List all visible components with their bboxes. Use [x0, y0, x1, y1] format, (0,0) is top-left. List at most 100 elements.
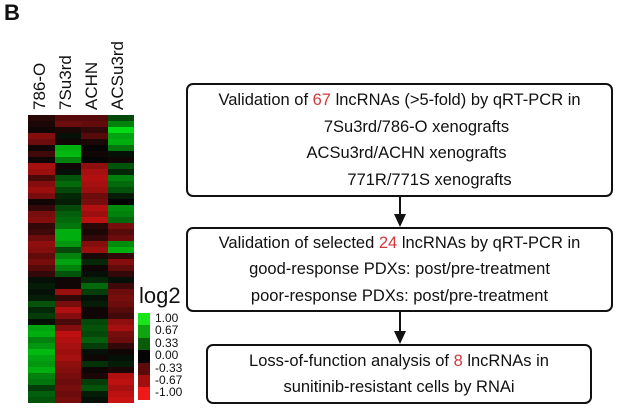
heatmap-cell — [81, 301, 108, 307]
heatmap-cell — [54, 241, 81, 247]
heatmap-cell — [28, 211, 55, 217]
heatmap-cell — [81, 361, 108, 367]
heatmap-cell — [107, 115, 134, 121]
heatmap-cell — [28, 193, 55, 199]
heatmap-cell — [81, 259, 108, 265]
heatmap-cell — [107, 175, 134, 181]
heatmap-row — [28, 163, 134, 169]
flow-line: Loss-of-function analysis of 8 lncRNAs i… — [249, 348, 549, 375]
heatmap-cell — [81, 253, 108, 259]
heatmap-cell — [107, 355, 134, 361]
heatmap-cell — [81, 193, 108, 199]
heatmap-cell — [107, 211, 134, 217]
heatmap-cell — [28, 151, 55, 157]
heatmap-row — [28, 313, 134, 319]
flow-line: 771R/771S xenografts — [347, 170, 512, 189]
heatmap-cell — [54, 343, 81, 349]
heatmap-cell — [54, 247, 81, 253]
text: Validation of — [218, 91, 313, 109]
heatmap-cell — [28, 259, 55, 265]
heatmap-cell — [54, 223, 81, 229]
heatmap-cell — [54, 211, 81, 217]
heatmap-cell — [81, 151, 108, 157]
heatmap-row — [28, 385, 134, 391]
heatmap-row — [28, 367, 134, 373]
heatmap-cell — [81, 391, 108, 397]
legend-swatch — [138, 350, 150, 363]
text: Loss-of-function analysis of — [249, 351, 454, 370]
heatmap-cell — [107, 235, 134, 241]
heatmap-cell — [28, 145, 55, 151]
heatmap-row — [28, 187, 134, 193]
heatmap-cell — [28, 217, 55, 223]
heatmap-cell — [107, 223, 134, 229]
heatmap-cell — [107, 289, 134, 295]
heatmap-row — [28, 247, 134, 253]
heatmap-cell — [28, 373, 55, 379]
heatmap-cell — [81, 157, 108, 163]
heatmap-cell — [107, 349, 134, 355]
heatmap-cell — [54, 121, 81, 127]
heatmap-cell — [81, 229, 108, 235]
highlight-number: 67 — [312, 91, 331, 109]
heatmap-cell — [107, 361, 134, 367]
heatmap-cell — [28, 187, 55, 193]
heatmap-cell — [107, 385, 134, 391]
heatmap-cell — [28, 283, 55, 289]
heatmap-cell — [28, 331, 55, 337]
heatmap-cell — [28, 271, 55, 277]
column-label-achn: ACHN — [82, 61, 101, 110]
heatmap-cell — [28, 127, 55, 133]
heatmap-cell — [107, 265, 134, 271]
text: Validation of selected — [218, 233, 379, 252]
heatmap-cell — [107, 379, 134, 385]
heatmap-row — [28, 361, 134, 367]
heatmap — [28, 115, 134, 403]
heatmap-row — [28, 181, 134, 187]
heatmap-cell — [28, 205, 55, 211]
heatmap-cell — [107, 181, 134, 187]
flow-box-step-1: Validation of 67 lncRNAs (>5-fold) by qR… — [186, 83, 613, 197]
heatmap-cell — [54, 193, 81, 199]
heatmap-cell — [54, 115, 81, 121]
heatmap-cell — [28, 391, 55, 397]
heatmap-cell — [81, 235, 108, 241]
heatmap-cell — [107, 373, 134, 379]
heatmap-cell — [54, 157, 81, 163]
heatmap-cell — [81, 319, 108, 325]
heatmap-cell — [107, 205, 134, 211]
heatmap-cell — [54, 235, 81, 241]
heatmap-cell — [54, 337, 81, 343]
heatmap-row — [28, 217, 134, 223]
heatmap-row — [28, 259, 134, 265]
flow-box-step-3: Loss-of-function analysis of 8 lncRNAs i… — [206, 344, 592, 404]
heatmap-cell — [107, 217, 134, 223]
heatmap-cell — [81, 199, 108, 205]
heatmap-cell — [28, 301, 55, 307]
heatmap-cell — [28, 367, 55, 373]
heatmap-cell — [28, 337, 55, 343]
heatmap-cell — [54, 139, 81, 145]
heatmap-cell — [28, 253, 55, 259]
heatmap-cell — [54, 259, 81, 265]
text: lncRNAs by qRT-PCR in — [397, 233, 581, 252]
flow-line: good-response PDXs: post/pre-treatment — [249, 260, 550, 279]
legend-label: 0.67 — [155, 323, 179, 338]
heatmap-row — [28, 151, 134, 157]
heatmap-cell — [81, 211, 108, 217]
heatmap-cell — [54, 175, 81, 181]
heatmap-cell — [54, 313, 81, 319]
heatmap-cell — [54, 349, 81, 355]
legend-label: 0.33 — [155, 335, 179, 350]
legend-label: 1.00 — [155, 311, 179, 325]
heatmap-cell — [54, 265, 81, 271]
heatmap-cell — [54, 373, 81, 379]
heatmap-cell — [28, 157, 55, 163]
heatmap-cell — [107, 139, 134, 145]
heatmap-cell — [28, 247, 55, 253]
heatmap-row — [28, 241, 134, 247]
heatmap-cell — [28, 133, 55, 139]
heatmap-cell — [81, 367, 108, 373]
heatmap-cell — [81, 277, 108, 283]
heatmap-cell — [28, 307, 55, 313]
